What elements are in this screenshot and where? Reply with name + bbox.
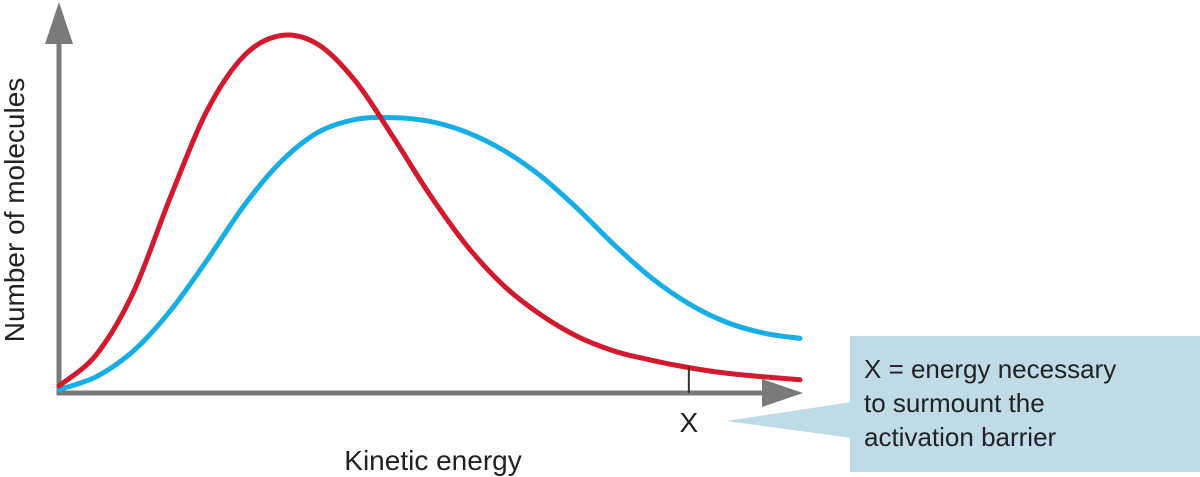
- series-group: [56, 32, 803, 392]
- series-line-red: [56, 32, 803, 389]
- y-axis-label: Number of molecules: [0, 78, 30, 343]
- callout-box: [850, 336, 1200, 472]
- y-axis-arrow: [45, 2, 73, 44]
- callout-line-3: activation barrier: [864, 422, 1057, 452]
- x-markers: X: [680, 367, 699, 438]
- callout-line-1: X = energy necessary: [864, 354, 1116, 384]
- x-marker-label: X: [680, 407, 699, 438]
- series-line-blue: [56, 114, 803, 392]
- callout-pointer: [726, 402, 852, 438]
- x-axis-label: Kinetic energy: [344, 445, 521, 476]
- x-axis-arrow: [762, 379, 803, 407]
- callout-line-2: to surmount the: [864, 388, 1045, 418]
- activation-barrier-callout: X = energy necessary to surmount the act…: [726, 336, 1200, 472]
- axes: [45, 2, 803, 407]
